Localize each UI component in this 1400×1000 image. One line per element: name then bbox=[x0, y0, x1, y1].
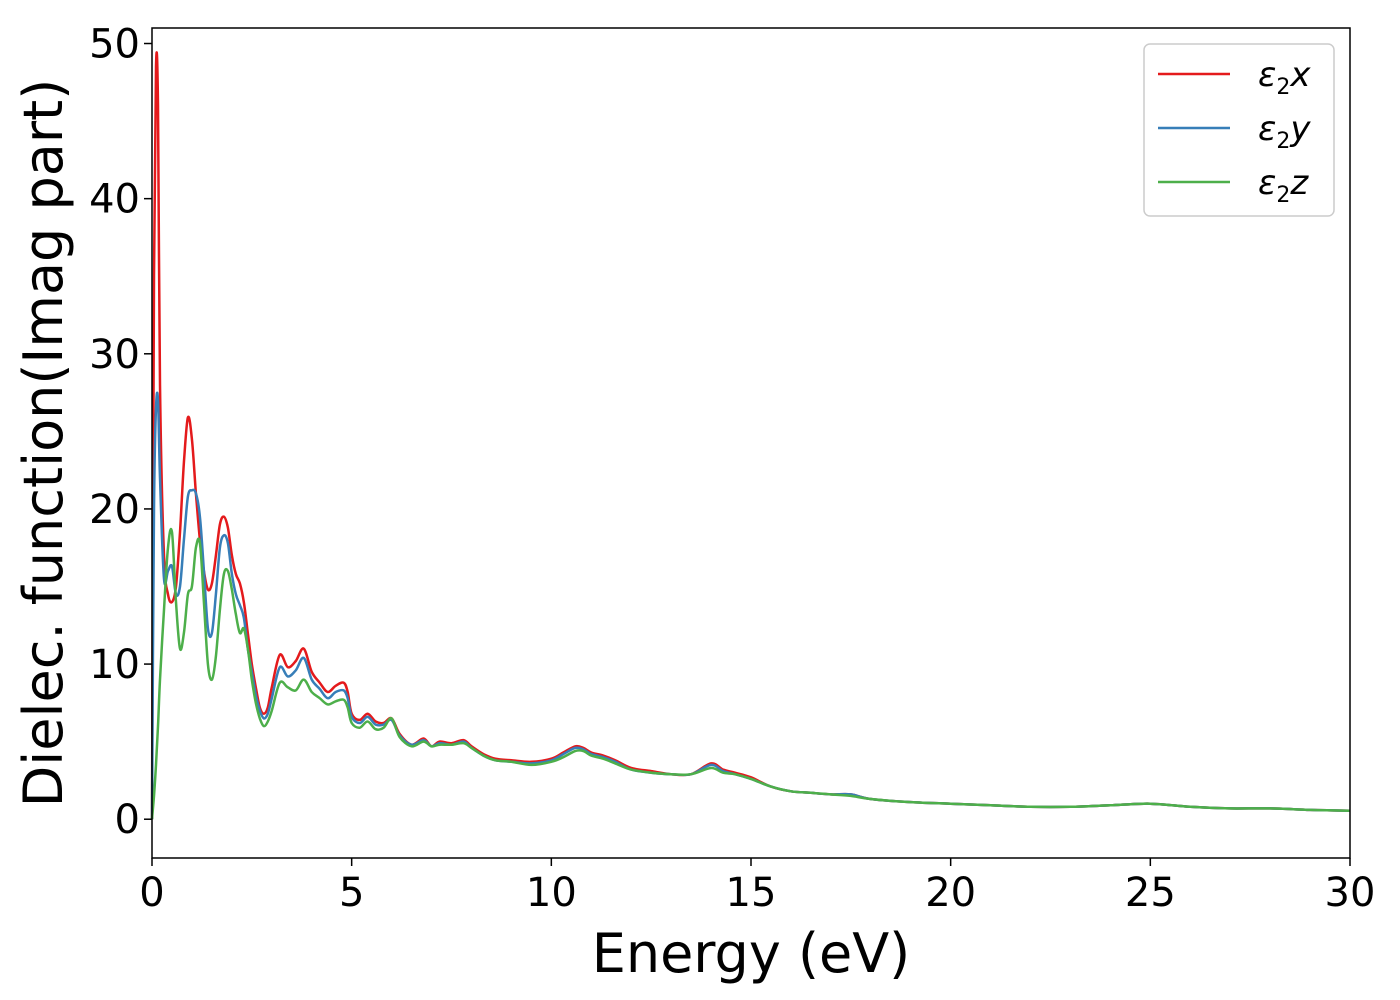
y-tick-label: 20 bbox=[89, 487, 140, 533]
x-tick-label: 10 bbox=[526, 870, 577, 916]
legend-label-z: ε2z bbox=[1258, 163, 1309, 208]
y-axis: 0 10 20 30 40 50 bbox=[89, 22, 152, 843]
series-layer bbox=[150, 51, 1351, 820]
y-tick-label: 30 bbox=[89, 332, 140, 378]
legend-label-x: ε2x bbox=[1258, 55, 1311, 100]
legend-box bbox=[1143, 43, 1335, 217]
x-tick-label: 30 bbox=[1325, 870, 1376, 916]
y-axis-label: Dielec. function(Imag part) bbox=[12, 79, 75, 808]
x-tick-label: 25 bbox=[1125, 870, 1176, 916]
x-tick-label: 15 bbox=[726, 870, 777, 916]
y-tick-label: 10 bbox=[89, 642, 140, 688]
y-tick-label: 0 bbox=[115, 797, 140, 843]
y-tick-label: 40 bbox=[89, 177, 140, 223]
y-tick-label: 50 bbox=[89, 22, 140, 68]
legend-label-y: ε2y bbox=[1258, 109, 1311, 154]
x-tick-label: 0 bbox=[139, 870, 164, 916]
x-axis-label: Energy (eV) bbox=[592, 922, 911, 985]
legend: ε2x ε2y ε2z bbox=[1143, 43, 1335, 217]
x-axis: 0 5 10 15 20 25 30 bbox=[139, 858, 1375, 916]
x-tick-label: 20 bbox=[925, 870, 976, 916]
x-tick-label: 5 bbox=[339, 870, 364, 916]
series-line-z bbox=[150, 527, 1351, 820]
